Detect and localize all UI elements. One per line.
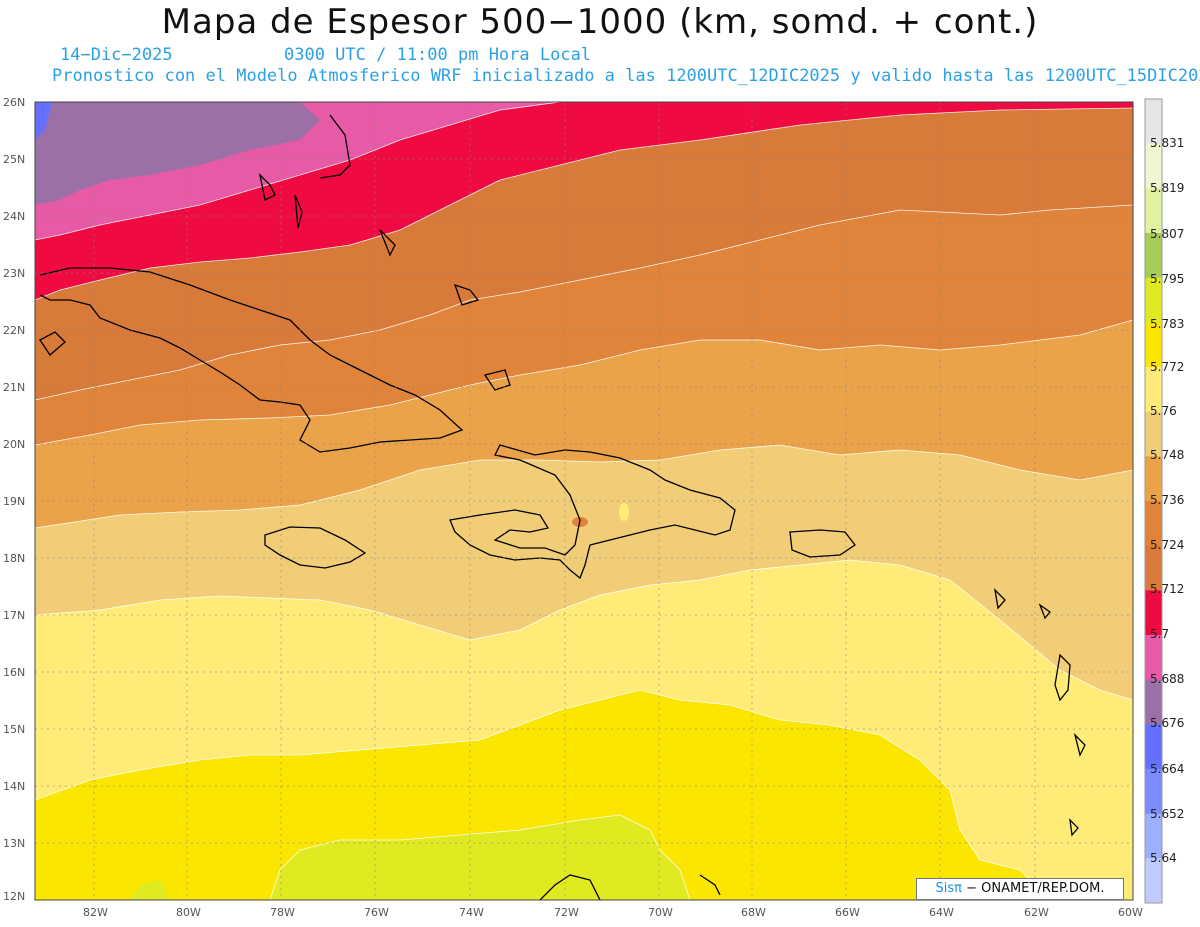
colorbar-label: 5.76 — [1150, 404, 1177, 418]
latitude-axis: 26N 25N 24N 23N 22N 21N 20N 19N 18N 17N … — [3, 96, 25, 903]
lat-label: 15N — [3, 723, 25, 736]
valid-date: 14−Dic−2025 — [60, 45, 173, 65]
lat-label: 12N — [3, 890, 25, 903]
colorbar-label: 5.664 — [1150, 762, 1184, 776]
colorbar-frame — [1144, 98, 1163, 904]
lon-label: 70W — [648, 906, 673, 919]
lon-label: 82W — [83, 906, 108, 919]
colorbar-label: 5.736 — [1150, 493, 1184, 507]
lat-label: 23N — [3, 267, 25, 280]
map-title: Mapa de Espesor 500−1000 (km, somd. + co… — [161, 2, 1039, 42]
colorbar-label: 5.712 — [1150, 582, 1184, 596]
colorbar-label: 5.748 — [1150, 448, 1184, 462]
lat-label: 17N — [3, 609, 25, 622]
colorbar-swatch — [1145, 233, 1162, 279]
colorbar-label: 5.7 — [1150, 627, 1169, 641]
coastlines — [39, 114, 1086, 900]
colorbar-swatch — [1145, 858, 1162, 904]
colorbar-swatch — [1145, 813, 1162, 859]
lon-label: 74W — [459, 906, 484, 919]
lon-label: 66W — [835, 906, 860, 919]
colorbar-swatch — [1145, 411, 1162, 457]
longitude-axis: 82W 80W 78W 76W 74W 72W 70W 68W 66W 64W … — [83, 906, 1143, 919]
brand-logo-text: Sisπ — [935, 881, 962, 896]
colorbar-label: 5.688 — [1150, 672, 1184, 686]
lon-label: 78W — [270, 906, 295, 919]
colorbar-swatch — [1145, 367, 1162, 413]
lat-label: 18N — [3, 552, 25, 565]
lat-label: 14N — [3, 780, 25, 793]
credit-text: − ONAMET/REP.DOM. — [961, 881, 1105, 896]
colorbar-label: 5.676 — [1150, 716, 1184, 730]
colorbar-swatch — [1145, 724, 1162, 770]
lat-label: 13N — [3, 837, 25, 850]
lon-label: 62W — [1024, 906, 1049, 919]
colorbar-label: 5.783 — [1150, 317, 1184, 331]
lat-label: 24N — [3, 210, 25, 223]
colorbar-swatch — [1145, 679, 1162, 725]
colorbar-swatch — [1145, 99, 1162, 145]
lat-label: 22N — [3, 324, 25, 337]
colorbar-label: 5.772 — [1150, 360, 1184, 374]
lat-label: 16N — [3, 666, 25, 679]
colorbar-label: 5.64 — [1150, 851, 1177, 865]
colorbar-label: 5.819 — [1150, 181, 1184, 195]
colorbar-swatch — [1145, 545, 1162, 591]
thickness-bands — [35, 102, 1133, 900]
map-frame — [34, 101, 1134, 901]
colorbar-swatch — [1145, 769, 1162, 815]
colorbar-swatch — [1145, 188, 1162, 234]
colorbar-label: 5.831 — [1150, 136, 1184, 150]
lon-label: 60W — [1118, 906, 1143, 919]
lon-label: 80W — [176, 906, 201, 919]
colorbar-label: 5.807 — [1150, 227, 1184, 241]
colorbar-swatch — [1145, 322, 1162, 368]
colorbar-swatch — [1145, 590, 1162, 636]
colorbar-label: 5.724 — [1150, 538, 1184, 552]
credit-box: Sisπ − ONAMET/REP.DOM. — [916, 878, 1124, 900]
lon-label: 68W — [741, 906, 766, 919]
colorbar-swatch — [1145, 277, 1162, 323]
lat-label: 21N — [3, 381, 25, 394]
colorbar — [1144, 98, 1163, 904]
lon-label: 64W — [929, 906, 954, 919]
lat-label: 26N — [3, 96, 25, 109]
colorbar-label: 5.795 — [1150, 272, 1184, 286]
lat-label: 20N — [3, 438, 25, 451]
colorbar-swatch — [1145, 501, 1162, 547]
grid-lines — [35, 102, 1133, 900]
lat-label: 19N — [3, 495, 25, 508]
forecast-note: Pronostico con el Modelo Atmosferico WRF… — [52, 66, 1200, 86]
valid-time: 0300 UTC / 11:00 pm Hora Local — [284, 45, 592, 65]
lon-label: 72W — [554, 906, 579, 919]
colorbar-swatch — [1145, 635, 1162, 681]
lon-label: 76W — [364, 906, 389, 919]
colorbar-label: 5.652 — [1150, 807, 1184, 821]
colorbar-swatch — [1145, 456, 1162, 502]
colorbar-swatch — [1145, 143, 1162, 189]
lat-label: 25N — [3, 153, 25, 166]
colorbar-labels: 5.831 5.819 5.807 5.795 5.783 5.772 5.76… — [1150, 136, 1184, 865]
